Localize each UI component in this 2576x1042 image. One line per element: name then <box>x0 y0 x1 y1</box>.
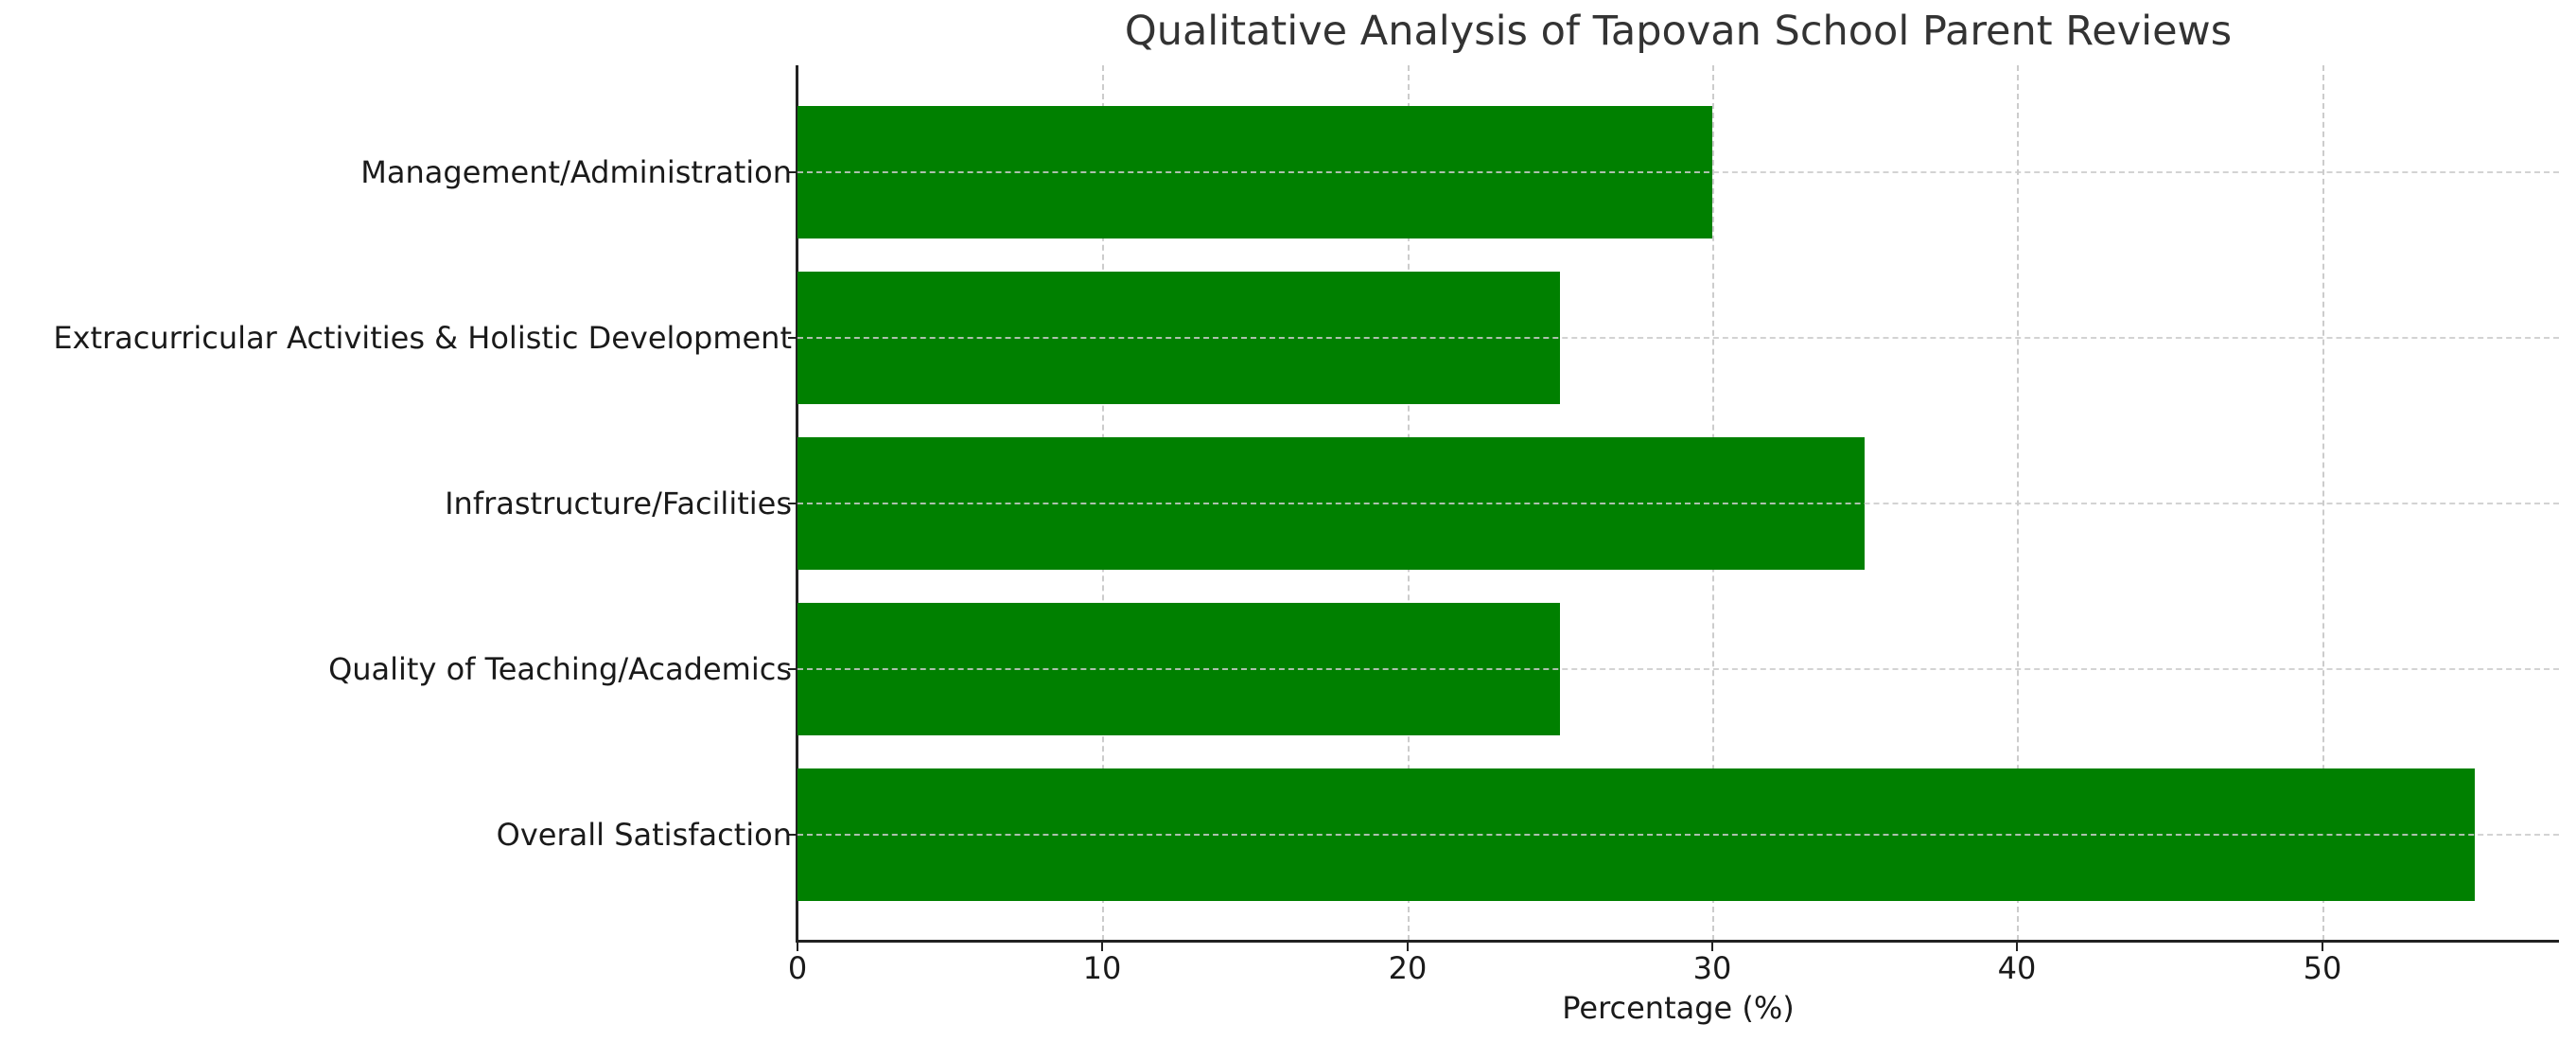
y-tick-label: Infrastructure/Facilities <box>445 486 792 521</box>
y-tick <box>788 834 797 836</box>
hgrid-row-1 <box>797 171 2559 173</box>
y-tick-label: Overall Satisfaction <box>496 817 792 853</box>
y-tick-label: Extracurricular Activities & Holistic De… <box>53 320 792 356</box>
y-tick <box>788 171 797 173</box>
hgrid-row-3 <box>797 503 2559 504</box>
x-tick-label: 20 <box>1388 950 1428 986</box>
x-tick <box>2016 942 2018 951</box>
plot-area <box>797 65 2559 941</box>
y-tick-label: Management/Administration <box>360 154 792 190</box>
hgrid-row-5 <box>797 834 2559 836</box>
x-tick-label: 30 <box>1692 950 1732 986</box>
x-tick <box>797 942 798 951</box>
y-tick <box>788 503 797 504</box>
chart-title: Qualitative Analysis of Tapovan School P… <box>1124 8 2233 55</box>
x-tick <box>1101 942 1103 951</box>
y-tick <box>788 668 797 670</box>
y-tick-label: Quality of Teaching/Academics <box>328 651 792 687</box>
y-tick <box>788 337 797 339</box>
x-tick-label: 0 <box>787 950 808 986</box>
x-tick-label: 10 <box>1082 950 1122 986</box>
x-tick-label: 40 <box>1997 950 2037 986</box>
hgrid-row-4 <box>797 668 2559 670</box>
hgrid-row-2 <box>797 337 2559 339</box>
x-tick <box>1711 942 1713 951</box>
x-axis-line <box>796 940 2559 943</box>
x-axis-label: Percentage (%) <box>1562 990 1795 1026</box>
x-tick <box>2322 942 2323 951</box>
x-tick <box>1407 942 1409 951</box>
x-tick-label: 50 <box>2303 950 2342 986</box>
